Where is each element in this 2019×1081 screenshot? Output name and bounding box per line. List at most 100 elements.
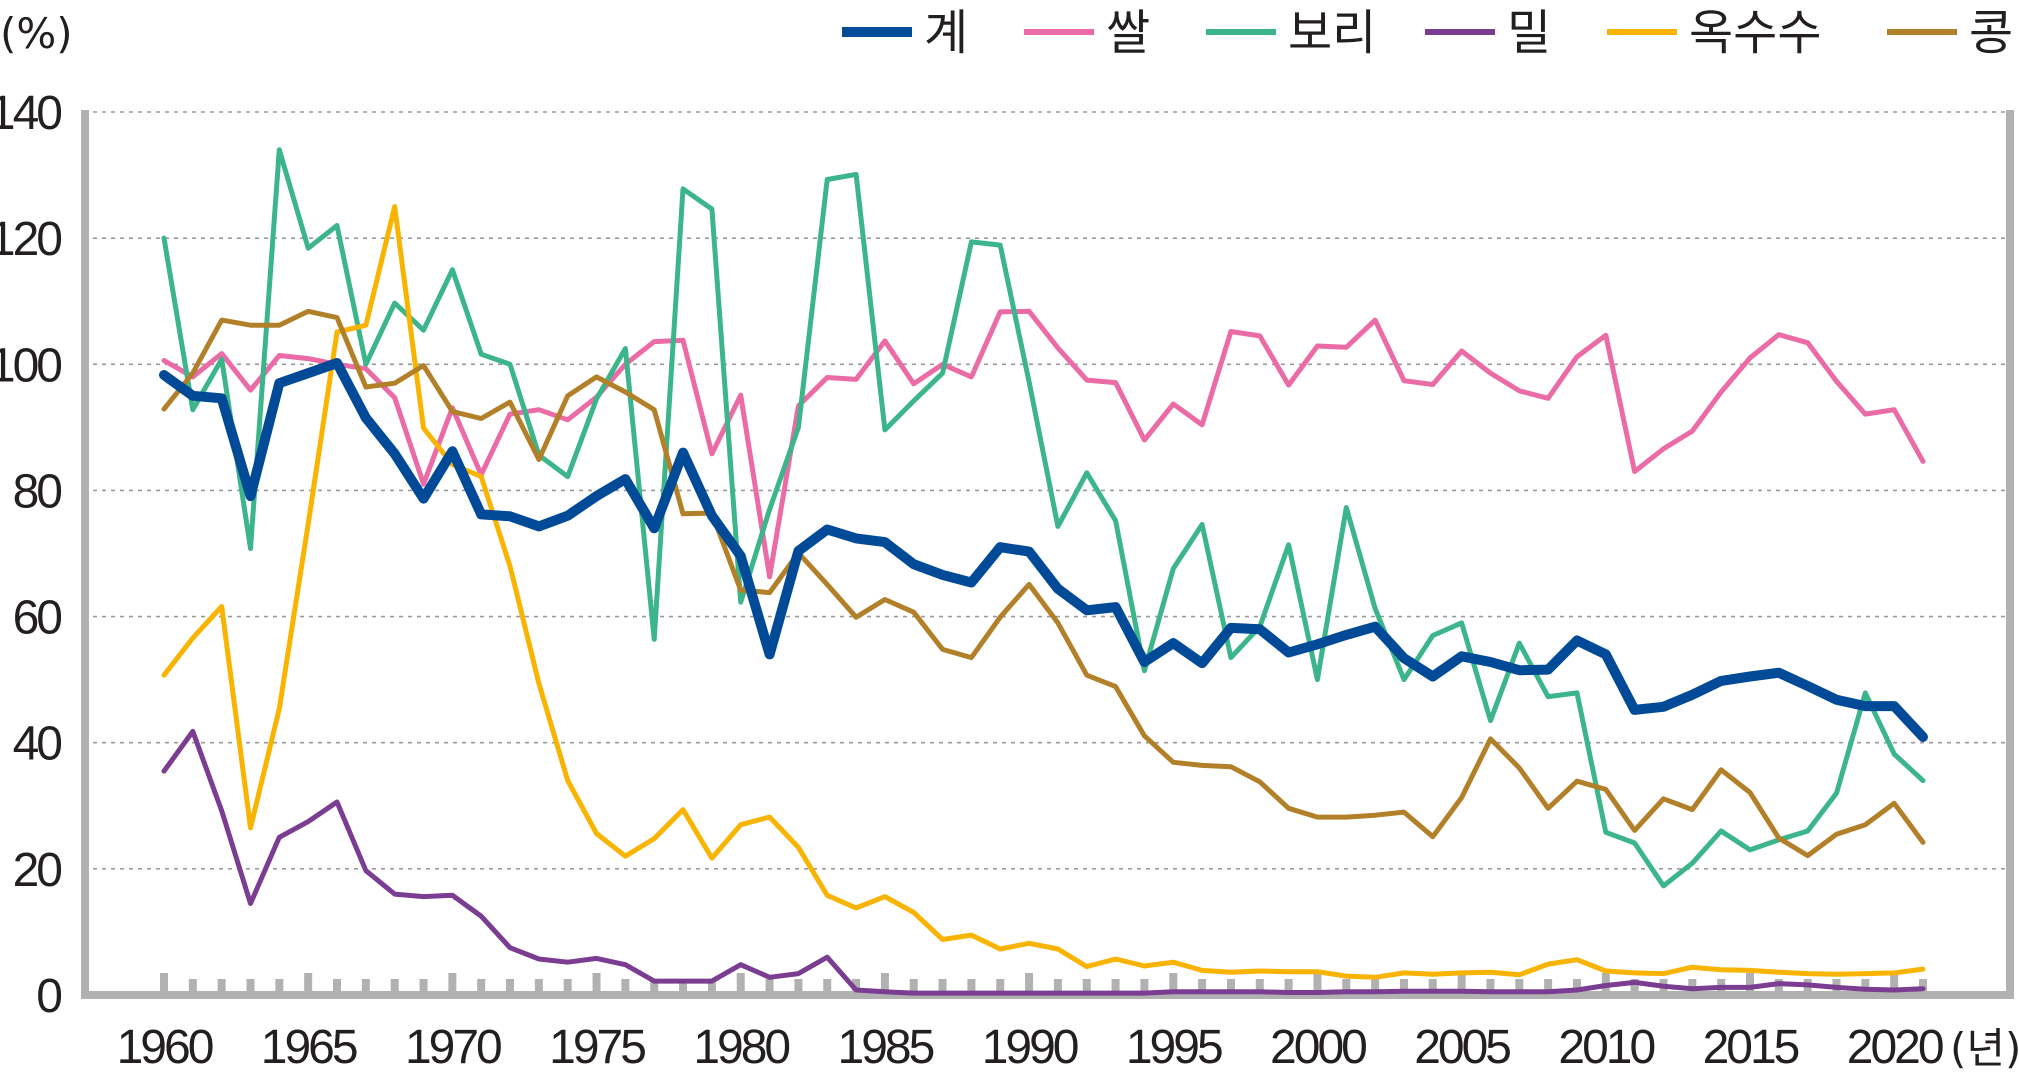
x-tick-mark xyxy=(333,979,342,995)
legend-label: 콩 xyxy=(1969,5,2013,61)
x-tick-mark xyxy=(1226,979,1235,995)
x-tick-label: 1965 xyxy=(261,1021,357,1074)
x-tick-mark xyxy=(909,979,918,995)
x-tick-mark xyxy=(679,979,688,995)
x-tick-label: 1970 xyxy=(405,1021,501,1074)
x-tick-mark xyxy=(534,979,543,995)
x-tick-mark xyxy=(188,979,197,995)
y-tick-label: 140 xyxy=(0,87,61,140)
x-tick-mark xyxy=(1544,979,1553,995)
y-axis-unit-label: (%) xyxy=(0,9,73,58)
x-tick-mark xyxy=(1630,979,1639,995)
x-tick-mark xyxy=(967,979,976,995)
x-tick-mark xyxy=(217,979,226,995)
x-tick-mark xyxy=(506,979,515,995)
x-tick-mark xyxy=(707,979,716,995)
x-tick-mark xyxy=(1342,979,1351,995)
legend-entry-5: 옥수수 xyxy=(1607,5,1821,61)
x-tick-mark xyxy=(1745,973,1754,995)
y-axis-line xyxy=(81,110,89,995)
x-tick-mark xyxy=(996,979,1005,995)
x-tick-mark xyxy=(823,979,832,995)
x-tick-mark xyxy=(1025,973,1034,995)
x-tick-mark xyxy=(1486,979,1495,995)
x-tick-mark xyxy=(765,979,774,995)
x-tick-mark xyxy=(1255,979,1264,995)
x-tick-mark xyxy=(1169,973,1178,995)
y-tick-label: 80 xyxy=(13,465,62,518)
x-tick-mark xyxy=(1284,979,1293,995)
x-tick-mark xyxy=(592,973,601,995)
series-line-1 xyxy=(159,358,1928,742)
x-tick-label: 2000 xyxy=(1270,1021,1366,1074)
x-tick-mark xyxy=(390,979,399,995)
legend-entry-4: 밀 xyxy=(1425,5,1551,61)
legend-label: 밀 xyxy=(1507,5,1551,61)
x-tick-mark xyxy=(1428,979,1437,995)
x-tick-mark xyxy=(794,979,803,995)
x-axis-unit-label: (년) xyxy=(1950,1024,2019,1073)
x-tick-mark xyxy=(563,979,572,995)
x-tick-mark xyxy=(880,973,889,995)
y-tick-label: 40 xyxy=(13,718,62,771)
x-tick-mark xyxy=(938,979,947,995)
x-tick-mark xyxy=(275,979,284,995)
x-tick-mark xyxy=(736,973,745,995)
right-axis-line xyxy=(2006,110,2014,995)
x-tick-mark xyxy=(1313,973,1322,995)
x-tick-label: 1985 xyxy=(838,1021,934,1074)
y-tick-label: 100 xyxy=(0,339,61,392)
legend-label: 보리 xyxy=(1288,5,1376,61)
x-tick-mark xyxy=(1111,979,1120,995)
legend-label: 계 xyxy=(924,5,968,61)
series-line-2 xyxy=(161,308,1926,580)
x-tick-label: 2010 xyxy=(1558,1021,1654,1074)
x-tick-label: 2005 xyxy=(1414,1021,1510,1074)
x-tick-mark xyxy=(1774,979,1783,995)
series-line-6 xyxy=(161,308,1926,859)
y-tick-label: 60 xyxy=(13,592,62,645)
x-tick-label: 1990 xyxy=(982,1021,1078,1074)
x-tick-mark xyxy=(477,979,486,995)
x-tick-mark xyxy=(1082,979,1091,995)
x-tick-mark xyxy=(419,979,428,995)
x-tick-label: 2020 xyxy=(1847,1021,1943,1074)
x-tick-mark xyxy=(246,979,255,995)
y-tick-label: 0 xyxy=(36,970,61,1023)
x-tick-mark xyxy=(1515,979,1524,995)
x-tick-label: 1960 xyxy=(117,1021,213,1074)
gridlines xyxy=(84,111,2010,870)
x-tick-label: 1995 xyxy=(1126,1021,1222,1074)
x-tick-label: 1980 xyxy=(693,1021,789,1074)
series-lines xyxy=(159,147,1928,996)
legend: 계 쌀 보리 밀 옥수수 콩 xyxy=(842,5,2013,61)
axes xyxy=(81,110,2014,999)
x-tick-mark xyxy=(1140,979,1149,995)
y-tick-labels: 0 20 40 60 80 100 120 140 xyxy=(0,87,64,1023)
x-tick-mark xyxy=(1572,979,1581,995)
legend-label: 쌀 xyxy=(1106,5,1150,61)
x-tick-mark xyxy=(1371,979,1380,995)
x-tick-mark xyxy=(1198,979,1207,995)
legend-label: 옥수수 xyxy=(1689,5,1821,61)
x-tick-label: 2015 xyxy=(1703,1021,1799,1074)
x-tick-mark xyxy=(621,979,630,995)
x-tick-mark xyxy=(160,973,168,995)
x-tick-label: 1975 xyxy=(549,1021,645,1074)
x-tick-mark xyxy=(1053,979,1062,995)
legend-entry-1: 계 xyxy=(842,5,968,61)
x-tick-mark xyxy=(1399,979,1408,995)
x-tick-mark xyxy=(304,973,313,995)
x-tick-mark xyxy=(448,973,457,995)
y-tick-label: 120 xyxy=(0,213,61,266)
y-tick-label: 20 xyxy=(13,844,62,897)
legend-entry-2: 쌀 xyxy=(1024,5,1150,61)
x-tick-mark xyxy=(361,979,370,995)
series-line-3 xyxy=(161,147,1926,889)
legend-entry-6: 콩 xyxy=(1887,5,2013,61)
x-tick-labels: 1960 1965 1970 1975 1980 1985 1990 1995 2000 2005… xyxy=(117,1021,1946,1074)
x-tick-mark xyxy=(650,979,659,995)
legend-entry-3: 보리 xyxy=(1206,5,1376,61)
x-tick-mark xyxy=(1457,973,1466,995)
